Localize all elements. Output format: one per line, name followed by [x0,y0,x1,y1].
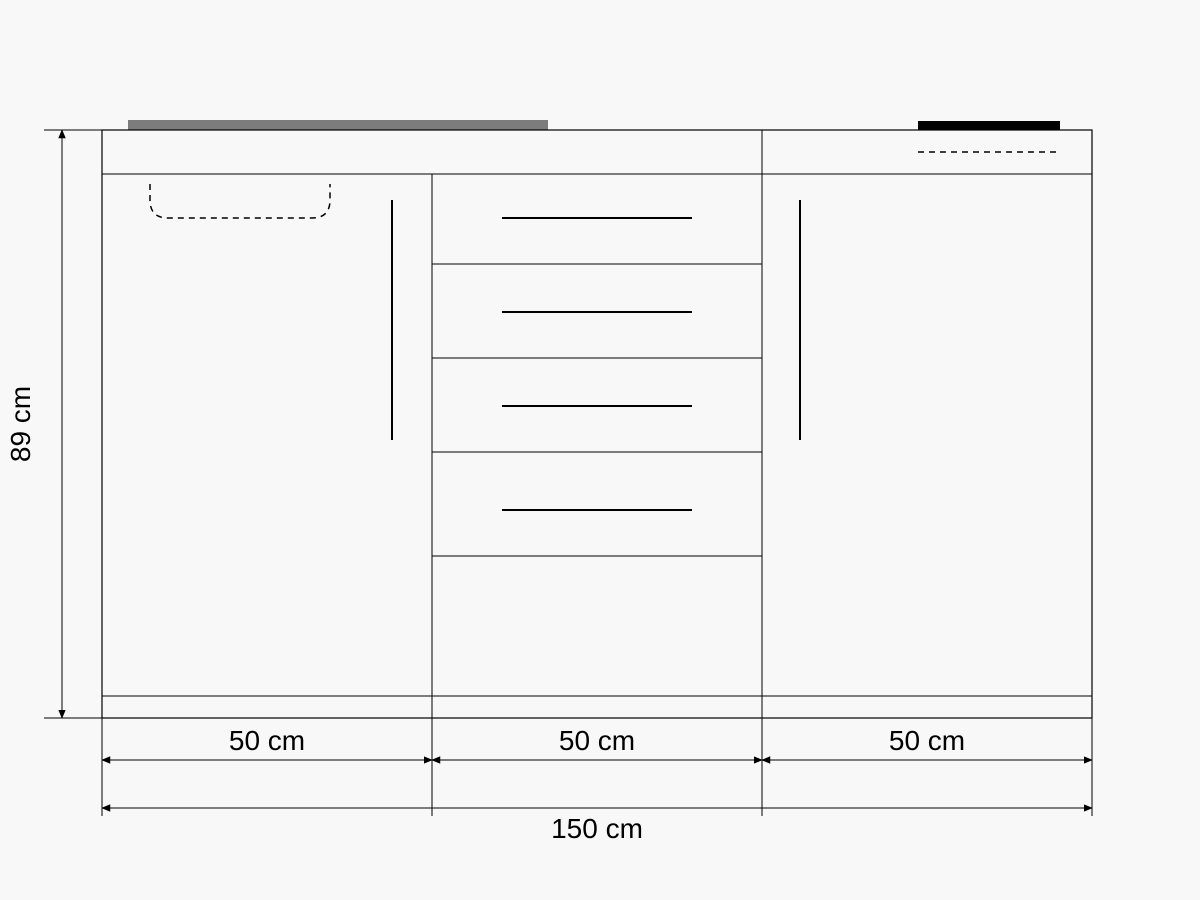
sink-outline [150,184,330,218]
dim-height-label: 89 cm [5,386,36,462]
dim-seg-label-0: 50 cm [229,725,305,756]
dim-seg-label-2: 50 cm [889,725,965,756]
dim-seg-label-1: 50 cm [559,725,635,756]
hob [918,121,1060,130]
dim-total-label: 150 cm [551,813,643,844]
faucet-bar [128,120,548,130]
